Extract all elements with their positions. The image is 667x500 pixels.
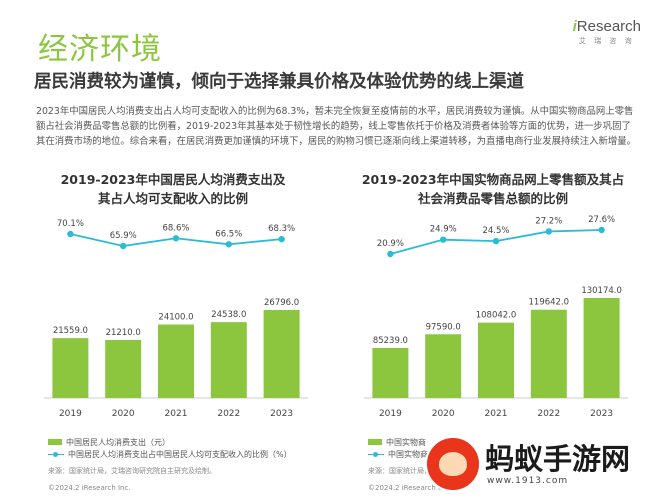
bar — [372, 348, 409, 398]
bar-value-label: 130174.0 — [581, 286, 622, 296]
line-point — [492, 237, 500, 245]
bar-value-label: 24538.0 — [211, 310, 246, 320]
watermark-url: www.1913.com — [487, 476, 569, 486]
body-paragraph: 2023年中国居民人均消费支出占人均可支配收入的比例为68.3%，暂未完全恢复至… — [36, 106, 637, 147]
bar-value-label: 24100.0 — [158, 312, 193, 322]
legend-label: 中国实物商 — [386, 437, 426, 447]
line-value-label: 20.9% — [377, 239, 404, 249]
bar-value-label: 26796.0 — [264, 298, 299, 308]
x-tick-label: 2021 — [165, 409, 188, 419]
bar-value-label: 21559.0 — [53, 326, 88, 336]
chart-title-line-1: 2019-2023年中国实物商品网上零售额及其占 — [361, 172, 625, 187]
chart-title-line-2: 社会消费品零售总额的比例 — [417, 191, 568, 206]
legend-swatch-line — [368, 451, 384, 457]
x-tick-label: 2023 — [590, 409, 613, 419]
bar — [158, 324, 194, 398]
legend-item-line: 中国实物商 — [368, 448, 428, 460]
bar — [210, 322, 247, 398]
legend-label: 中国居民人均消费支出（元） — [66, 437, 170, 447]
line-point — [440, 236, 447, 243]
bar — [583, 298, 620, 398]
x-tick-label: 2019 — [59, 409, 82, 419]
line-point — [120, 242, 127, 250]
ant-mascot-icon — [425, 436, 481, 492]
chart-title-line-1: 2019-2023年中国居民人均消费支出及 — [60, 172, 286, 187]
legend-swatch-bar — [48, 439, 62, 445]
line-point — [278, 235, 285, 243]
bar-value-label: 119642.0 — [529, 298, 570, 308]
chart-online-retail-title: 2019-2023年中国实物商品网上零售额及其占 社会消费品零售总额的比例 — [338, 170, 648, 208]
chart-online-retail-legend: 中国实物商 中国实物商 — [368, 436, 428, 460]
x-tick-label: 2022 — [537, 409, 560, 419]
copyright-right: ©2024.2 iResearch Inc. — [368, 484, 451, 492]
chart-consumption-legend: 中国居民人均消费支出（元） 中国居民人均消费支出占中国居民人均可支配收入的比例（… — [48, 436, 292, 460]
bar-value-label: 97590.0 — [426, 322, 461, 332]
chart-online-retail-svg: 85239.0 2019 20.9% 97590.0 2020 24.9% 108042.0… — [364, 215, 628, 419]
line-point — [598, 226, 605, 234]
line-point — [545, 228, 552, 235]
bar — [105, 340, 142, 398]
logo-brand-i: i — [572, 18, 577, 35]
headline: 居民消费较为谨慎，倾向于选择兼具价格及体验优势的线上渠道 — [34, 72, 524, 92]
bar — [530, 309, 567, 398]
iresearch-logo: iResearch 艾 瑞 咨 询 — [573, 18, 641, 46]
chart-title-line-2: 其占人均可支配收入的比例 — [97, 191, 248, 206]
legend-item-bar: 中国实物商 — [368, 436, 428, 448]
bar — [478, 322, 514, 398]
legend-item-line: 中国居民人均消费支出占中国居民人均可支配收入的比例（%） — [48, 448, 292, 460]
x-tick-label: 2022 — [217, 409, 240, 419]
bar — [52, 338, 89, 398]
section-title: 经济环境 — [38, 32, 162, 67]
line-point — [225, 241, 232, 248]
line-point — [67, 230, 74, 238]
logo-brand: iResearch — [573, 18, 641, 35]
bar — [425, 334, 462, 398]
watermark-text: 蚂蚁手游网 — [485, 442, 631, 476]
line-point — [387, 250, 394, 258]
site-watermark: 蚂蚁手游网 www.1913.com — [425, 432, 655, 492]
chart-online-retail: 85239.0 2019 20.9% 97590.0 2020 24.9% 108042.0… — [338, 170, 658, 475]
legend-label: 中国实物商 — [388, 449, 428, 459]
legend-swatch-bar — [368, 439, 382, 445]
line-value-label: 70.1% — [57, 219, 84, 229]
bar — [263, 310, 300, 398]
x-tick-label: 2023 — [270, 409, 293, 419]
logo-subtitle: 艾 瑞 咨 询 — [578, 37, 635, 45]
line-value-label: 66.5% — [215, 229, 242, 239]
line-value-label: 68.3% — [268, 224, 295, 234]
x-tick-label: 2021 — [485, 409, 508, 419]
copyright-left: ©2024.2 iResearch Inc. — [48, 484, 131, 492]
bar-value-label: 85239.0 — [373, 336, 408, 346]
chart-source: 来源：国家统计局，艾 — [368, 467, 438, 475]
line-value-label: 27.6% — [588, 215, 615, 225]
line-value-label: 27.2% — [535, 216, 562, 226]
legend-item-bar: 中国居民人均消费支出（元） — [48, 436, 292, 448]
line-value-label: 24.5% — [482, 226, 509, 236]
logo-brand-rest: Research — [576, 18, 641, 35]
chart-consumption: 21559.0 2019 70.1% 21210.0 2020 65.9% 24100.0 2… — [18, 170, 338, 475]
bar-value-label: 21210.0 — [106, 328, 141, 338]
line-value-label: 68.6% — [162, 223, 189, 233]
legend-swatch-line — [48, 451, 64, 457]
legend-label: 中国居民人均消费支出占中国居民人均可支配收入的比例（%） — [68, 449, 292, 459]
x-tick-label: 2019 — [379, 409, 402, 419]
x-tick-label: 2020 — [432, 409, 455, 419]
line-point — [172, 235, 180, 242]
line-value-label: 65.9% — [110, 231, 137, 241]
chart-consumption-title: 2019-2023年中国居民人均消费支出及 其占人均可支配收入的比例 — [18, 170, 328, 208]
x-tick-label: 2020 — [112, 409, 135, 419]
bar-value-label: 108042.0 — [476, 311, 517, 321]
chart-source: 来源：国家统计局，艾瑞咨询研究院自主研究及绘制。 — [48, 467, 216, 475]
line-value-label: 24.9% — [430, 225, 457, 235]
chart-consumption-svg: 21559.0 2019 70.1% 21210.0 2020 65.9% 24100.0 2… — [44, 219, 308, 419]
